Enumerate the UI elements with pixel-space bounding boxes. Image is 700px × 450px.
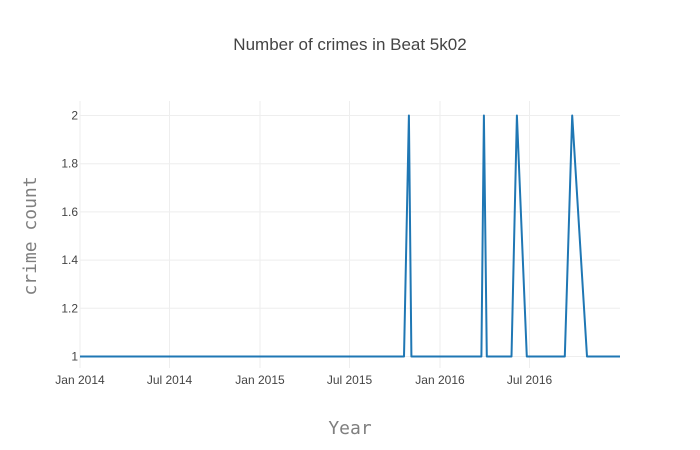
y-tick-label: 2 [71,109,78,123]
x-tick-label: Jul 2015 [327,373,373,387]
y-axis-title: crime count [20,176,41,295]
x-tick-label: Jul 2014 [147,373,193,387]
y-tick-label: 1.2 [61,301,78,315]
x-tick-label: Jan 2015 [235,373,285,387]
x-tick-label: Jul 2016 [507,373,553,387]
x-tick-label: Jan 2016 [415,373,465,387]
y-tick-label: 1.8 [61,157,78,171]
y-tick-label: 1 [71,350,78,364]
x-axis-title: Year [328,418,372,439]
series-lines [80,114,620,358]
series-line [80,114,620,358]
axis-labels: Jan 2014 Jul 2014 Jan 2015 Jul 2015 Jan 2016… [55,109,552,388]
y-tick-label: 1.6 [61,205,78,219]
x-tick-label: Jan 2014 [55,373,105,387]
y-tick-label: 1.4 [61,253,78,267]
chart-title: Number of crimes in Beat 5k02 [233,35,466,54]
